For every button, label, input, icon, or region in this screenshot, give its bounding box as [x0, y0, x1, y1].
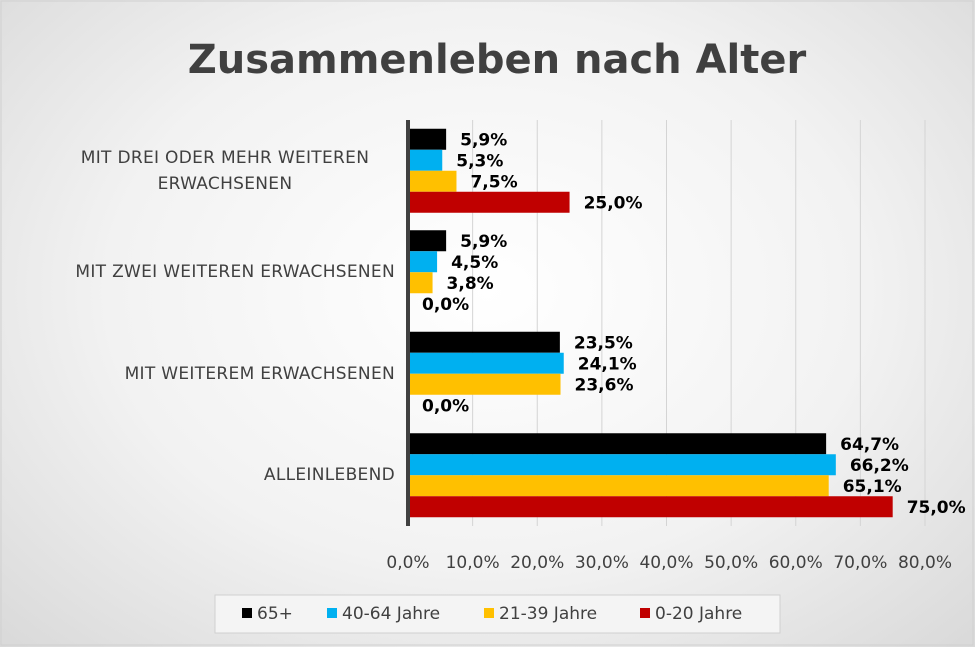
x-tick-label: 10,0% [446, 553, 500, 573]
y-tick-label: MIT DREI ODER MEHR WEITEREN ERWACHSENEN [80, 147, 370, 194]
y-tick-label-box: MIT WEITEREM ERWACHSENEN [10, 361, 395, 387]
y-tick-label: MIT ZWEI WEITEREN ERWACHSENEN [75, 262, 395, 283]
data-label: 5,9% [460, 232, 507, 252]
chart-title: Zusammenleben nach Alter [188, 37, 807, 83]
data-label: 0,0% [422, 295, 469, 315]
x-tick-label: 40,0% [639, 553, 693, 573]
data-label: 75,0% [907, 498, 966, 518]
data-label: 66,2% [850, 456, 909, 476]
legend-swatch [327, 608, 337, 618]
bar [408, 230, 447, 252]
bar [408, 373, 561, 395]
y-tick-label-box: ALLEINLEBEND [10, 462, 395, 488]
bar [408, 251, 438, 273]
bar [408, 272, 433, 294]
data-label: 24,1% [578, 354, 637, 374]
data-label: 7,5% [470, 172, 517, 192]
bar [408, 496, 893, 518]
x-tick-label: 50,0% [704, 553, 758, 573]
bar [408, 352, 564, 374]
data-label: 23,5% [574, 333, 633, 353]
x-tick-label: 0,0% [386, 553, 429, 573]
legend-swatch [640, 608, 650, 618]
data-label: 25,0% [584, 193, 643, 213]
data-label: 65,1% [843, 477, 902, 497]
legend-label: 40-64 Jahre [342, 604, 440, 624]
bar [408, 191, 570, 213]
bar [408, 128, 447, 150]
legend-box [214, 594, 781, 634]
x-tick-label: 60,0% [769, 553, 823, 573]
bar [408, 331, 560, 353]
bar [408, 454, 836, 476]
data-label: 64,7% [840, 435, 899, 455]
data-label: 5,3% [456, 151, 503, 171]
bar [408, 170, 457, 192]
legend-label: 0-20 Jahre [655, 604, 742, 624]
bar [408, 149, 443, 171]
data-label: 4,5% [451, 253, 498, 273]
legend-label: 65+ [257, 604, 293, 624]
x-tick-label: 20,0% [510, 553, 564, 573]
legend-label: 21-39 Jahre [499, 604, 597, 624]
data-label: 23,6% [575, 375, 634, 395]
x-tick-label: 70,0% [833, 553, 887, 573]
y-tick-label-box: MIT DREI ODER MEHR WEITEREN ERWACHSENEN [10, 145, 395, 197]
data-label: 0,0% [422, 396, 469, 416]
legend-swatch [484, 608, 494, 618]
data-label: 5,9% [460, 130, 507, 150]
x-tick-label: 80,0% [898, 553, 952, 573]
bar [408, 433, 827, 455]
x-tick-label: 30,0% [575, 553, 629, 573]
bar [408, 475, 829, 497]
data-label: 3,8% [447, 274, 494, 294]
legend-swatch [242, 608, 252, 618]
y-tick-label: MIT WEITEREM ERWACHSENEN [124, 363, 395, 384]
y-tick-label-box: MIT ZWEI WEITEREN ERWACHSENEN [10, 259, 395, 285]
y-tick-label: ALLEINLEBEND [263, 465, 395, 486]
